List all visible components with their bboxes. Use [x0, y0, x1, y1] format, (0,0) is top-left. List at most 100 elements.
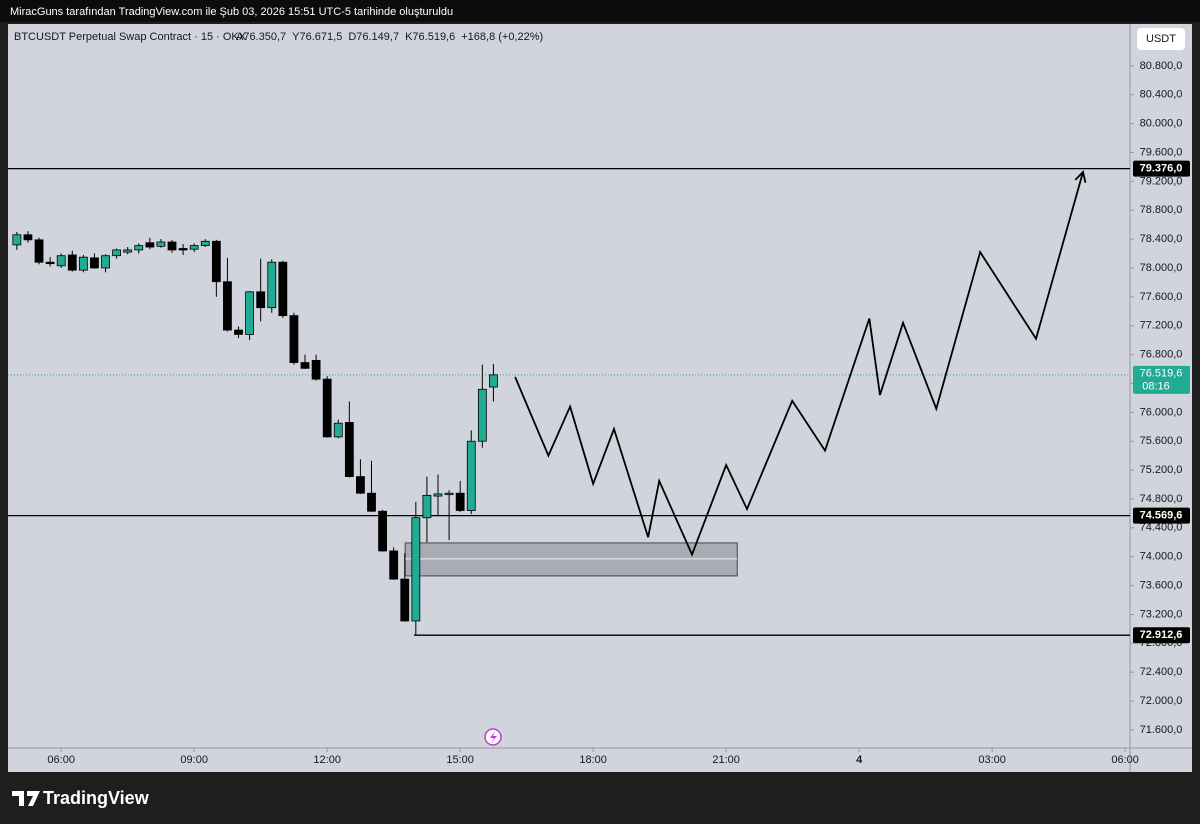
y-tick-label: 72.000,0 [1140, 695, 1183, 707]
x-tick-label: 06:00 [47, 754, 75, 766]
logo-mark [12, 791, 40, 806]
candle-body [234, 329, 243, 335]
x-tick-label: 03:00 [978, 754, 1006, 766]
x-tick-label: 4 [856, 754, 863, 766]
candle-body [322, 378, 332, 438]
candle-body [289, 315, 299, 363]
candle-body [112, 249, 122, 257]
y-tick-label: 74.800,0 [1140, 493, 1183, 505]
candle-body [411, 517, 421, 622]
candle-body [400, 578, 410, 622]
y-tick-label: 77.200,0 [1140, 320, 1183, 332]
y-tick-label: 78.000,0 [1140, 262, 1183, 274]
ohlc-stat: +168,8 (+0,22%) [461, 31, 543, 43]
candle-body [12, 234, 22, 246]
y-tick-label: 73.600,0 [1140, 579, 1183, 591]
level-badge-label: 72.912,6 [1140, 629, 1183, 641]
y-tick-label: 78.400,0 [1140, 233, 1183, 245]
chart-title: BTCUSDT Perpetual Swap Contract · 15 · O… [14, 31, 247, 43]
candle-body [267, 261, 277, 309]
currency-button[interactable] [1137, 28, 1185, 50]
candle-body [389, 550, 399, 580]
candle-body [23, 234, 33, 241]
x-tick-label: 21:00 [712, 754, 740, 766]
y-tick-label: 75.200,0 [1140, 464, 1183, 476]
candle-body [67, 254, 77, 271]
candle-body [223, 281, 232, 331]
level-badge-label: 79.376,0 [1140, 163, 1183, 175]
ohlc-legend: A76.350,7 Y76.671,5 D76.149,7 K76.519,6 +168… [236, 31, 543, 43]
candle-body [344, 422, 354, 477]
level-badge-label: 74.569,6 [1140, 510, 1183, 522]
currency-label[interactable]: USDT [1146, 33, 1176, 45]
candle-body [189, 245, 199, 250]
ohlc-stat: K76.519,6 [405, 31, 455, 43]
candle-body [178, 248, 188, 251]
y-tick-label: 73.200,0 [1140, 608, 1183, 620]
y-tick-label: 76.800,0 [1140, 349, 1183, 361]
candle-body [211, 240, 221, 283]
x-tick-label: 09:00 [180, 754, 208, 766]
top-bar [0, 0, 1200, 22]
candle-body [489, 374, 498, 388]
candle-body [367, 492, 376, 512]
candle-body [477, 388, 487, 442]
y-tick-label: 74.400,0 [1140, 522, 1183, 534]
level-badge [1133, 627, 1190, 644]
y-tick-label: 74.000,0 [1140, 551, 1183, 563]
y-tick-label: 72.400,0 [1140, 666, 1183, 678]
level-badge [1133, 507, 1190, 524]
candle-body [145, 242, 155, 248]
y-tick-label: 79.600,0 [1140, 146, 1183, 158]
y-tick-label: 75.600,0 [1140, 435, 1183, 447]
y-tick-label: 80.400,0 [1140, 89, 1183, 101]
candle-body [300, 362, 310, 369]
projection-arrowhead [1074, 170, 1087, 183]
current-price-label: 76.519,6 [1140, 368, 1183, 380]
chart-panel [8, 24, 1192, 772]
x-tick-label: 15:00 [446, 754, 474, 766]
candle-body [245, 291, 255, 335]
caption: MiracGuns tarafından TradingView.com ile… [10, 6, 453, 18]
zone [404, 542, 738, 577]
candle-body [101, 255, 110, 269]
level-badge [1133, 160, 1190, 177]
candle-body [167, 241, 177, 251]
candle-body [90, 257, 99, 269]
x-tick-label: 12:00 [313, 754, 341, 766]
y-tick-label: 79.200,0 [1140, 175, 1183, 187]
current-price-badge [1133, 365, 1190, 394]
candle-body [422, 494, 432, 519]
candle-body [78, 256, 88, 271]
y-tick-label: 80.000,0 [1140, 118, 1183, 130]
candle-body [356, 476, 365, 494]
ohlc-stat: D76.149,7 [348, 31, 399, 43]
candle-body [200, 240, 210, 247]
y-tick-label: 76.000,0 [1140, 406, 1183, 418]
event-icon-bolt [490, 731, 497, 743]
candle-body [256, 291, 266, 309]
y-tick-label: 80.800,0 [1140, 60, 1183, 72]
candle-body [455, 492, 465, 511]
candle-body [444, 492, 454, 496]
candle-body [45, 261, 55, 265]
candle-body [333, 422, 343, 438]
y-tick-label: 77.600,0 [1140, 291, 1183, 303]
candle-body [134, 245, 144, 251]
brand-name: TradingView [43, 788, 150, 808]
candle-body [378, 510, 387, 552]
y-tick-label: 78.800,0 [1140, 204, 1183, 216]
countdown-label: 08:16 [1142, 381, 1170, 393]
candle-body [156, 241, 166, 247]
candle-body [34, 239, 44, 263]
candle-body [466, 440, 476, 511]
ohlc-stat: A76.350,7 [236, 31, 286, 43]
candle-body [56, 255, 66, 267]
candle-body [433, 493, 443, 497]
x-tick-label: 06:00 [1111, 754, 1139, 766]
brand-logo: TradingView [12, 788, 150, 808]
candle-body [278, 261, 288, 317]
x-tick-label: 18:00 [579, 754, 607, 766]
